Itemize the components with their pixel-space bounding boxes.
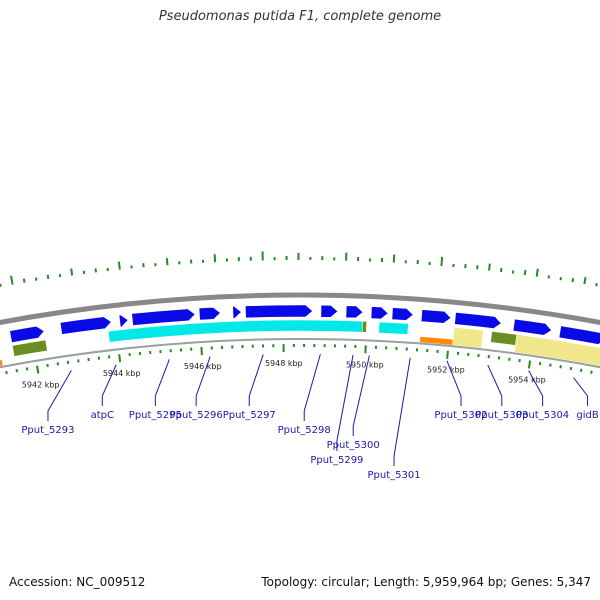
gc-tick	[46, 274, 50, 279]
gene-label[interactable]: Pput_5300	[327, 440, 380, 451]
scale-tick	[446, 350, 449, 359]
gc-tick	[595, 283, 598, 287]
scale-label: 5948 kbp	[265, 359, 303, 368]
gc-tick	[0, 283, 2, 287]
gc-tick	[10, 275, 14, 285]
gc-tick-track	[0, 251, 598, 287]
scale-tick	[569, 366, 573, 371]
forward-cds-arrow	[198, 306, 221, 321]
gc-tick	[535, 268, 539, 277]
gc-tick	[117, 261, 121, 270]
gc-skew-band	[11, 339, 48, 357]
gc-tick	[583, 277, 587, 285]
forward-cds-arrow	[370, 306, 389, 320]
gene-label[interactable]: Pput_5295	[129, 410, 182, 421]
gene-label[interactable]: Pput_5293	[21, 425, 74, 436]
scale-label: 5944 kbp	[103, 369, 141, 378]
gene-leader-line	[573, 377, 589, 406]
forward-cds-arrow	[131, 308, 196, 326]
gene-label[interactable]: Pput_5302	[434, 410, 487, 421]
scale-label: 5950 kbp	[346, 360, 384, 369]
gene-label[interactable]: Pput_5299	[310, 455, 363, 466]
forward-cds-arrow	[512, 318, 553, 336]
gene-leader-line	[352, 355, 370, 436]
gene-leader-line	[487, 364, 503, 406]
reverse-feature-band	[378, 321, 409, 335]
genome-stats-text: Topology: circular; Length: 5,959,964 bp…	[261, 575, 591, 589]
gene-leader-line	[248, 354, 264, 406]
gene-label[interactable]: gidB	[576, 410, 598, 421]
forward-cds-arrow	[59, 316, 112, 335]
backbone-arc	[0, 292, 600, 326]
gc-content-band	[452, 326, 484, 349]
gene-label[interactable]: Pput_5304	[516, 410, 569, 421]
forward-cds-arrow	[118, 314, 129, 328]
scale-tick	[527, 360, 532, 369]
gc-tick	[523, 269, 527, 276]
gc-tick	[440, 256, 444, 267]
forward-cds-arrow	[391, 307, 414, 321]
forward-cds-arrow	[232, 306, 242, 319]
forward-cds-arrow	[320, 304, 339, 318]
forward-cds-arrow	[244, 304, 314, 319]
gene-leader-line	[154, 359, 170, 406]
scale-tick	[118, 354, 122, 363]
gc-tick	[165, 258, 169, 266]
gc-tick	[488, 263, 491, 271]
gene-leader-line	[47, 370, 72, 421]
gene-leader-line	[195, 356, 211, 406]
gene-label[interactable]: Pput_5303	[475, 410, 528, 421]
scale-track: 5942 kbp 5944 kbp 5946 kbp 5948 kbp 5950 kbp…	[5, 344, 593, 389]
gc-skew-band	[361, 320, 368, 333]
scale-tick	[25, 367, 29, 371]
forward-cds-arrow	[558, 325, 600, 345]
forward-cds-arrow	[345, 305, 364, 319]
scale-label: 5942 kbp	[22, 380, 60, 389]
gene-label[interactable]: atpC	[91, 410, 114, 421]
forward-cds-arrow	[420, 309, 452, 324]
forward-cds-arrow	[454, 312, 502, 329]
feature-tracks	[0, 304, 600, 369]
scale-label: 5952 kbp	[427, 366, 465, 375]
gene-leader-line	[446, 360, 462, 406]
gc-skew-band	[490, 330, 518, 346]
scale-tick	[579, 368, 583, 372]
scale-tick	[36, 365, 40, 374]
gc-tick	[70, 268, 74, 276]
gene-label[interactable]: Pput_5301	[367, 470, 420, 481]
scale-label: 5954 kbp	[508, 375, 546, 384]
accession-text: Accession: NC_009512	[9, 575, 146, 589]
gene-label[interactable]: Pput_5297	[223, 410, 276, 421]
scale-tick	[590, 370, 593, 374]
map-title: Pseudomonas putida F1, complete genome	[158, 9, 442, 24]
gc-tick	[22, 278, 26, 283]
gene-label[interactable]: Pput_5298	[278, 425, 331, 436]
gc-tick	[571, 277, 575, 283]
scale-tick	[15, 369, 19, 373]
gene-label[interactable]: Pput_5296	[170, 410, 223, 421]
gene-leader-line	[393, 357, 411, 466]
gene-leader-line	[528, 370, 544, 406]
forward-cds-arrow	[9, 325, 45, 343]
gene-leader-line	[101, 364, 117, 406]
gene-leader-line	[336, 354, 354, 451]
inner-track-edge	[0, 338, 600, 369]
scale-tick	[5, 370, 8, 375]
gene-leader-line	[303, 353, 321, 421]
scale-label: 5946 kbp	[184, 362, 222, 371]
backbone-track	[0, 292, 600, 326]
